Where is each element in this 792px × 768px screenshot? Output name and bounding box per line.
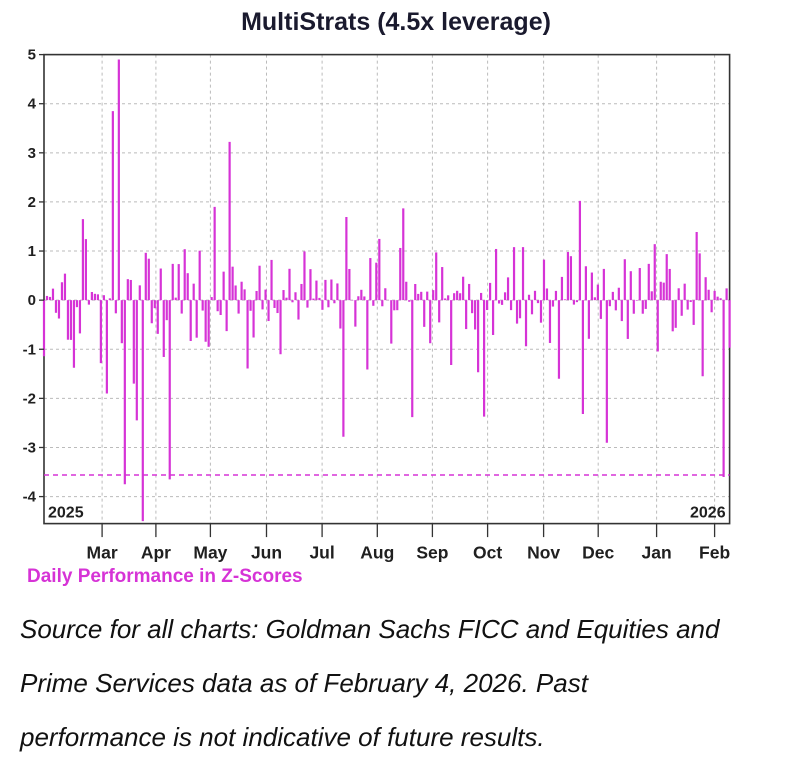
svg-text:Nov: Nov: [527, 542, 560, 562]
svg-text:0: 0: [28, 292, 36, 309]
svg-text:-4: -4: [23, 489, 37, 506]
svg-text:-3: -3: [23, 439, 36, 456]
svg-text:Jan: Jan: [642, 542, 672, 562]
svg-text:4: 4: [28, 96, 37, 113]
svg-text:Aug: Aug: [360, 542, 394, 562]
svg-text:1: 1: [28, 243, 36, 260]
svg-text:2025: 2025: [48, 505, 84, 522]
svg-text:Jul: Jul: [309, 542, 334, 562]
svg-text:May: May: [193, 542, 227, 562]
svg-text:Jun: Jun: [251, 542, 282, 562]
svg-text:2: 2: [28, 194, 36, 211]
svg-text:3: 3: [28, 145, 36, 162]
svg-text:2026: 2026: [690, 505, 726, 522]
svg-text:Oct: Oct: [473, 542, 502, 562]
svg-text:Feb: Feb: [699, 542, 730, 562]
svg-text:Mar: Mar: [87, 542, 118, 562]
svg-text:-2: -2: [23, 390, 36, 407]
svg-text:Dec: Dec: [582, 542, 614, 562]
svg-text:Sep: Sep: [416, 542, 448, 562]
svg-text:Apr: Apr: [141, 542, 171, 562]
svg-text:-1: -1: [23, 341, 36, 358]
svg-text:5: 5: [28, 47, 36, 64]
